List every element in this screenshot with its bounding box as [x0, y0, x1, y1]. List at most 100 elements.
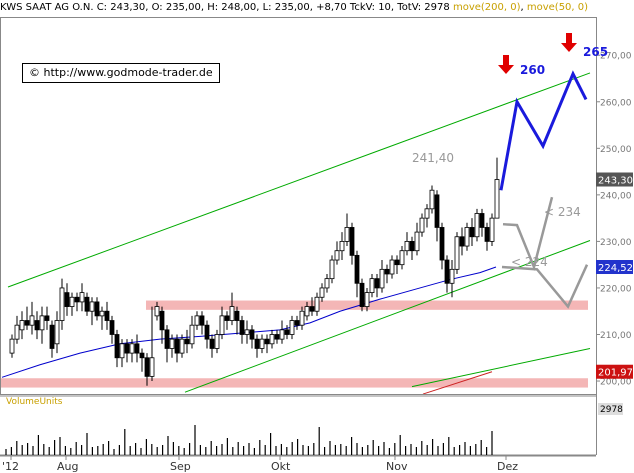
candle-body	[419, 217, 425, 233]
label-260: 260	[520, 63, 545, 77]
support-zone-lower	[0, 378, 588, 388]
x-tick-label: Sep	[170, 460, 191, 473]
y-tick-label: 200,00	[600, 378, 632, 388]
x-tick-label: Nov	[386, 460, 408, 473]
candle-body	[464, 227, 470, 247]
candle-body	[429, 189, 435, 210]
price-tag-bg	[596, 172, 633, 187]
y-tick-label: 250,00	[600, 145, 632, 155]
candle-body	[224, 315, 230, 321]
candle-body	[304, 306, 310, 317]
header-symbol: KWS SAAT AG O.N.	[0, 2, 94, 13]
candle-body	[79, 292, 85, 303]
candle-body	[239, 320, 245, 335]
moving-average-line	[1, 266, 497, 378]
candle-body	[59, 287, 65, 321]
y-tick-label: 210,00	[600, 331, 632, 341]
candle-body	[249, 329, 255, 340]
x-tick-label: Dez	[497, 460, 518, 473]
candle-body	[494, 179, 500, 219]
candle-body	[244, 329, 250, 335]
candle-body	[334, 250, 340, 261]
candle-body	[309, 306, 315, 312]
candle-body	[484, 227, 490, 242]
red-arrow-down-2	[561, 33, 577, 52]
candle-body	[384, 268, 390, 275]
forecast-bear-path-2	[501, 264, 589, 309]
volume-label: VolumeUnits	[6, 397, 63, 407]
candle-body	[64, 292, 70, 307]
x-tick-label: '12	[2, 460, 19, 473]
candle-body	[414, 231, 420, 252]
chart-header: KWS SAAT AG O.N. C: 243,30, O: 235,00, H…	[0, 2, 589, 13]
candle-body	[39, 315, 45, 331]
candle-body	[104, 310, 110, 321]
candle-body	[109, 320, 115, 335]
candle-body	[34, 320, 40, 331]
header-low: L: 235,00	[262, 2, 310, 13]
header-tick-volume: TckV: 10	[349, 2, 391, 13]
candle-body	[94, 301, 100, 317]
candle-body	[44, 315, 50, 321]
candle-body	[124, 343, 130, 354]
candle-body	[194, 315, 200, 326]
candle-body	[329, 259, 335, 280]
candle-body	[424, 208, 430, 219]
candle-body	[399, 250, 405, 266]
bottom-channel-line	[411, 347, 591, 388]
candle-body	[374, 278, 380, 289]
candle-body	[394, 259, 400, 266]
forecast-bear-path-1	[502, 196, 554, 271]
candle-body	[134, 343, 140, 354]
candle-body	[489, 217, 495, 242]
candle-body	[219, 315, 225, 335]
candle-body	[119, 343, 125, 359]
price-tag-bg	[596, 260, 633, 275]
candle-body	[49, 324, 55, 349]
candle-body	[209, 338, 215, 349]
candle-body	[359, 282, 365, 307]
candle-body	[449, 268, 455, 284]
candle-body	[24, 320, 30, 326]
candle-body	[434, 194, 440, 228]
price-tag-label: 243,30	[598, 176, 633, 187]
candle-body	[199, 315, 205, 326]
candle-body	[84, 296, 90, 312]
candle-body	[14, 324, 20, 340]
candle-body	[389, 259, 395, 275]
candle-body	[174, 338, 180, 354]
candle-body	[349, 227, 355, 256]
candle-body	[314, 296, 320, 312]
y-tick-label: 260,00	[600, 98, 632, 108]
candle-body	[469, 227, 475, 238]
candle-body	[99, 310, 105, 317]
copyright-box: © http://www.godmode-trader.de	[22, 63, 220, 83]
candle-body	[299, 310, 305, 326]
y-tick-label: 240,00	[600, 191, 632, 201]
candle-body	[379, 268, 385, 289]
candle-body	[354, 254, 360, 284]
candle-body	[364, 292, 370, 307]
candle-body	[254, 338, 260, 349]
x-tick-label: Aug	[57, 460, 78, 473]
candle-body	[339, 241, 345, 252]
header-close: C: 243,30	[96, 2, 146, 13]
candle-body	[264, 338, 270, 345]
candle-body	[154, 306, 160, 317]
candle-body	[139, 352, 145, 359]
candle-body	[269, 334, 275, 345]
label-265: 265	[583, 45, 608, 59]
candle-body	[229, 306, 235, 321]
y-tick-label: 230,00	[600, 238, 632, 248]
candle-body	[19, 320, 25, 331]
candle-body	[214, 334, 220, 349]
candle-body	[114, 334, 120, 359]
candle-body	[69, 296, 75, 307]
candle-body	[74, 296, 80, 303]
candle-body	[284, 329, 290, 335]
candle-body	[144, 357, 150, 377]
candle-body	[294, 320, 300, 326]
y-tick-label: 270,00	[600, 52, 632, 62]
price-tag-label: 201,97	[598, 368, 633, 379]
candle-body	[164, 329, 170, 349]
